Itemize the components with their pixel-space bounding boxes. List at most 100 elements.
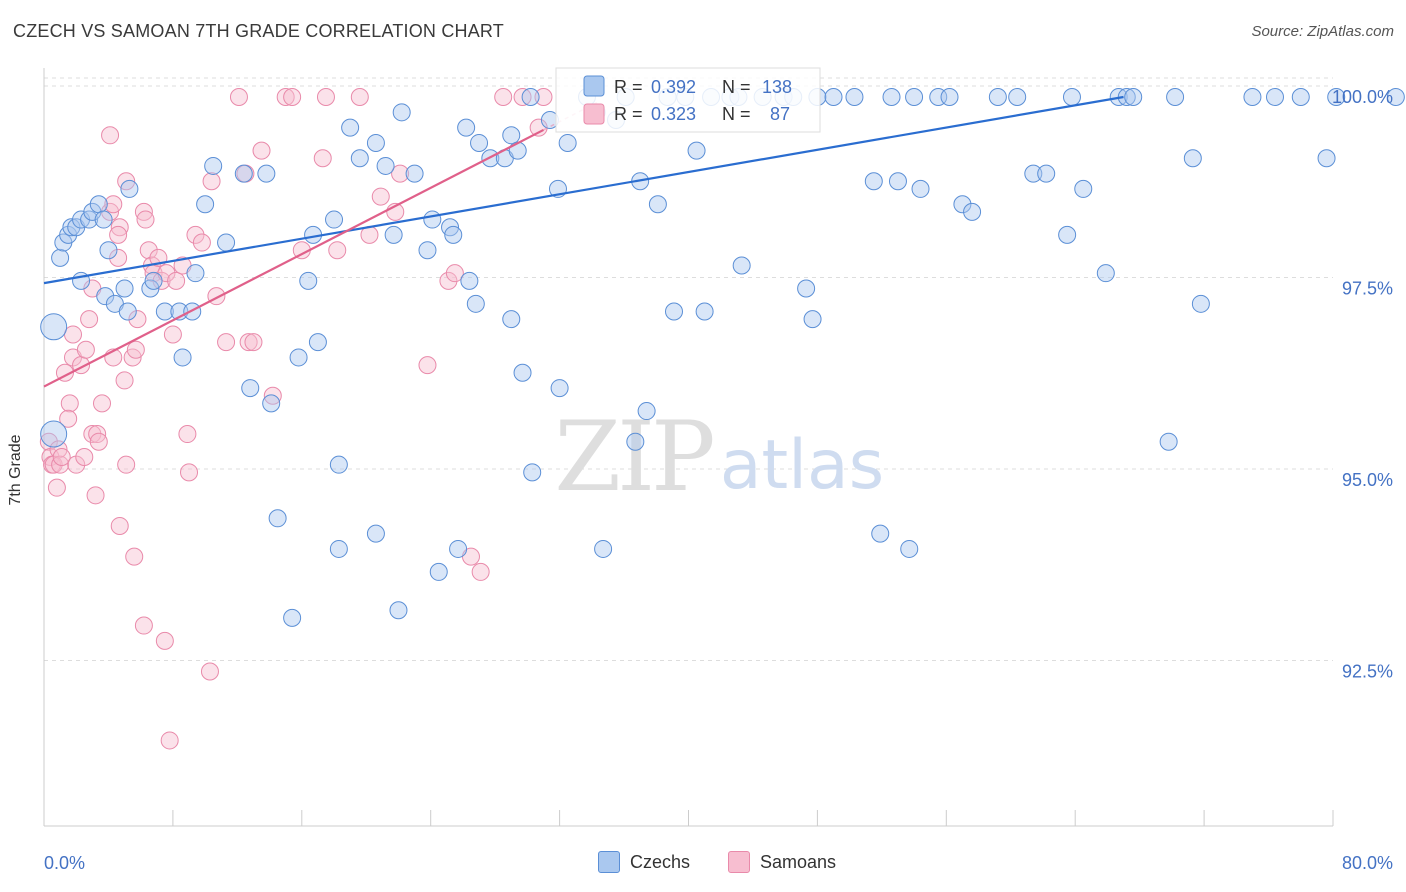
samoans-point (160, 731, 179, 750)
czechs-point (988, 88, 1007, 106)
czechs-points (40, 88, 1405, 627)
legend-item-czechs[interactable]: Czechs (598, 851, 690, 873)
samoans-point (89, 432, 108, 451)
samoans-point (391, 164, 410, 183)
samoans-point (217, 333, 236, 352)
samoans-point (88, 425, 107, 444)
czechs-point (940, 88, 959, 106)
czechs-point (1166, 88, 1185, 106)
czechs-point (594, 539, 613, 558)
watermark-zip: ZIP (554, 401, 713, 513)
czechs-point (457, 118, 476, 137)
czechs-point (405, 164, 424, 183)
czechs-point (350, 149, 369, 168)
czechs-point (196, 195, 215, 214)
samoans-stats-swatch (583, 103, 605, 125)
czechs-point (466, 294, 485, 313)
czechs-point (911, 179, 930, 198)
samoans-point (471, 562, 490, 581)
czechs-point (558, 133, 577, 152)
samoans-point (115, 371, 134, 390)
czechs-r-value: 0.392 (651, 77, 696, 97)
czechs-point (1096, 264, 1115, 283)
czechs-point (1191, 294, 1210, 313)
samoans-point (418, 356, 437, 375)
x-tick-label-max: 80.0% (1342, 853, 1393, 873)
czechs-point (550, 379, 569, 398)
samoans-point (52, 448, 71, 467)
samoans-point (117, 455, 136, 474)
czechs-point (62, 218, 81, 237)
samoans-point (134, 616, 153, 635)
czechs-point (40, 420, 68, 448)
czechs-point (118, 302, 137, 321)
czechs-point (186, 264, 205, 283)
czechs-point (268, 509, 287, 528)
czechs-point (329, 539, 348, 558)
samoans-point (39, 432, 58, 451)
samoans-n-value: 87 (770, 104, 790, 124)
czechs-point (99, 241, 118, 260)
czechs-point (1159, 432, 1178, 451)
czechs-point (687, 141, 706, 160)
czechs-trend-line (43, 95, 1124, 285)
bottom-legend: Czechs Samoans (0, 851, 1406, 879)
czechs-point (882, 88, 901, 106)
legend-label-czechs: Czechs (630, 851, 691, 872)
samoans-point (110, 516, 129, 535)
czechs-n-label: N = (722, 77, 751, 97)
x-tick-label-min: 0.0% (44, 853, 85, 873)
samoans-point (109, 248, 128, 267)
czechs-point (204, 156, 223, 175)
czechs-point (648, 195, 667, 214)
czechs-point (155, 302, 174, 321)
czechs-point (845, 88, 864, 106)
czechs-point (637, 402, 656, 421)
czechs-point (429, 562, 448, 581)
axes (43, 68, 1334, 827)
samoans-n-label: N = (722, 104, 751, 124)
czechs-point (502, 126, 521, 145)
samoans-point (128, 310, 147, 329)
czechs-point (325, 210, 344, 229)
samoans-point (350, 88, 369, 106)
samoans-point (167, 271, 186, 290)
czechs-point (366, 524, 385, 543)
czechs-point (803, 310, 822, 329)
czechs-point (664, 302, 683, 321)
czechs-n-value: 138 (762, 77, 792, 97)
samoans-point (494, 88, 513, 106)
czechs-point (1124, 88, 1143, 106)
watermark: ZIP atlas (554, 401, 884, 513)
czechs-point (1008, 88, 1027, 106)
samoans-point (83, 425, 102, 444)
samoans-point (110, 218, 129, 237)
samoans-point (104, 195, 123, 214)
czechs-point (308, 333, 327, 352)
legend-label-samoans: Samoans (760, 851, 837, 872)
czechs-point (234, 164, 253, 183)
czechs-point (173, 348, 192, 367)
czechs-r-label: R = (614, 77, 643, 97)
samoans-point (244, 333, 263, 352)
legend-item-samoans[interactable]: Samoans (728, 851, 836, 873)
czechs-point (389, 601, 408, 620)
samoans-swatch (728, 851, 750, 873)
czechs-point (392, 103, 411, 122)
czechs-point (797, 279, 816, 298)
czechs-point (120, 179, 139, 198)
samoans-point (136, 210, 155, 229)
czechs-point (423, 210, 442, 229)
gridlines (44, 77, 1333, 661)
czechs-point (695, 302, 714, 321)
czechs-point (241, 379, 260, 398)
samoans-trend-line (43, 128, 544, 388)
samoans-point (276, 88, 295, 106)
czechs-point (905, 88, 924, 106)
czechs-point (521, 88, 540, 106)
samoans-point (59, 409, 78, 428)
czechs-point (217, 233, 236, 252)
samoans-point (134, 202, 153, 221)
czechs-point (299, 271, 318, 290)
czechs-point (376, 156, 395, 175)
